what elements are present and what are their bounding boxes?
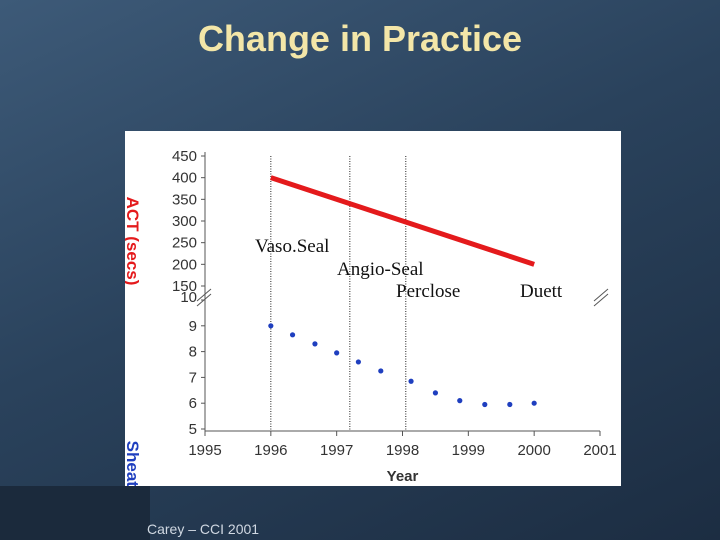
axis-break-mark — [196, 293, 212, 307]
slide-title: Change in Practice — [197, 18, 523, 59]
sheath-data-point — [268, 323, 274, 329]
axis-break-mark — [593, 293, 609, 307]
x-tick-label: 2001 — [583, 442, 616, 459]
axis-break-mark — [593, 288, 609, 302]
y-tick-label-act: 400 — [172, 170, 197, 187]
y-tick-label-act: 450 — [172, 148, 197, 165]
device-annotation-label: Vaso.Seal — [255, 236, 329, 257]
y-tick-label-sheath: 7 — [189, 369, 197, 386]
y-tick-label-act: 200 — [172, 256, 197, 273]
x-tick-label: 1996 — [254, 442, 287, 459]
sheath-data-point — [334, 350, 340, 356]
y-tick-label-act: 350 — [172, 191, 197, 208]
y-tick-label-sheath: 5 — [189, 421, 197, 438]
device-annotation-label: Angio-Seal — [337, 259, 424, 280]
x-tick-label: 1995 — [188, 442, 221, 459]
x-tick-label: 1998 — [386, 442, 419, 459]
bottom-bar — [0, 486, 150, 540]
device-annotation-label: Duett — [520, 281, 563, 302]
sheath-data-point — [432, 390, 439, 396]
y-tick-label-sheath: 10 — [180, 289, 197, 306]
sheath-data-point — [531, 400, 537, 406]
x-tick-label: 1999 — [452, 442, 485, 459]
sheath-data-point — [457, 398, 463, 404]
axis-break-mark — [196, 288, 212, 302]
sheath-data-point — [482, 401, 488, 408]
y-tick-label-act: 250 — [172, 235, 197, 252]
sheath-data-point — [507, 401, 513, 408]
sheath-data-point — [355, 359, 361, 365]
x-tick-label: 1997 — [320, 442, 353, 459]
y-tick-label-act: 300 — [172, 213, 197, 230]
sheath-data-point — [289, 332, 296, 338]
footer-citation: Carey – CCI 2001 — [147, 521, 260, 537]
y-axis-label-act: ACT (secs) — [125, 197, 142, 286]
chart-panel: 450 400 350 300 250 200 150 10 9 8 7 6 5 1995 1996 1997… — [125, 131, 621, 486]
device-annotation-label: Perclose — [396, 281, 460, 302]
y-tick-label-sheath: 6 — [189, 395, 197, 412]
y-tick-label-sheath: 8 — [189, 344, 197, 361]
y-tick-label-act: 150 — [172, 278, 197, 295]
y-tick-label-sheath: 9 — [189, 318, 197, 335]
act-line-series — [270, 175, 535, 267]
x-tick-label: 2000 — [517, 442, 550, 459]
x-axis-label: Year — [387, 468, 419, 485]
sheath-data-point — [312, 341, 318, 347]
sheath-data-point — [408, 378, 414, 384]
y-axis-label-sheath: Sheath — [125, 441, 142, 486]
sheath-data-point — [378, 368, 384, 374]
